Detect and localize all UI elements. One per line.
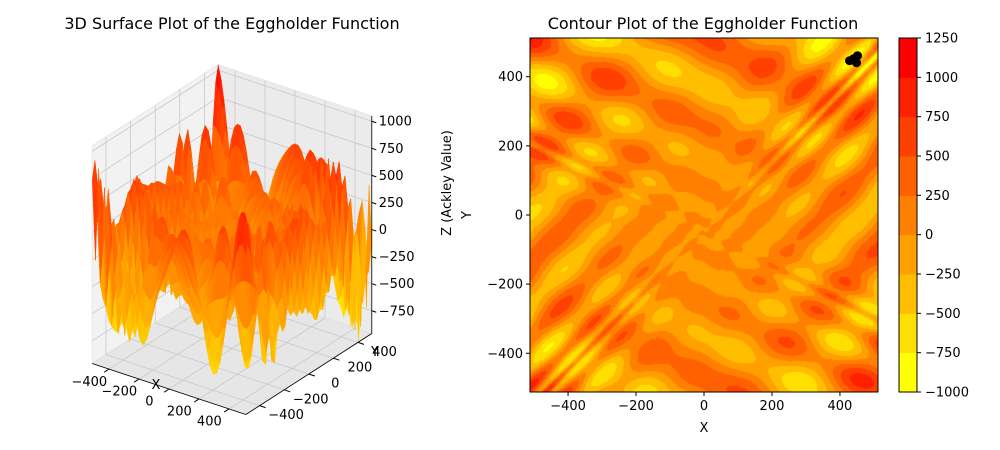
contour-y-tick-label: −200 <box>487 278 523 293</box>
contour-plot-title: Contour Plot of the Eggholder Function <box>548 14 859 33</box>
surface-z-tick-label: −500 <box>379 277 415 292</box>
contour-x-axis-label: X <box>700 421 709 436</box>
colorbar-band <box>899 116 917 157</box>
contour-y-tick-label: −400 <box>487 347 523 362</box>
surface-x-tick-label: 400 <box>197 415 222 430</box>
contour-filled-image <box>530 38 878 392</box>
surface-grid-line <box>218 96 372 149</box>
contour-marker-point <box>852 58 862 68</box>
surface-grid-line <box>130 338 285 391</box>
contour-x-tick-label: 200 <box>760 399 785 414</box>
surface-z-tick-label: 500 <box>379 169 404 184</box>
surface-y-axis-label: Y <box>370 345 379 360</box>
colorbar-tick-label: 750 <box>925 110 950 125</box>
contour-plot-panel: Contour Plot of the Eggholder Function −… <box>460 14 879 436</box>
surface-z-tick-label: −750 <box>379 304 415 319</box>
surface-z-tick-label: 1000 <box>379 115 412 130</box>
colorbar-band <box>899 77 917 118</box>
colorbar-frame <box>898 37 918 393</box>
contour-y-tick-label: 0 <box>515 209 523 224</box>
surface-z-tick <box>371 174 377 178</box>
surface-z-tick <box>371 283 377 286</box>
surface-z-tick <box>371 256 377 259</box>
surface-x-tick-label: 200 <box>167 405 192 420</box>
contour-x-tick-label: 400 <box>828 399 853 414</box>
surface-z-tick-label: −250 <box>379 250 415 265</box>
contour-marker-point <box>853 51 863 61</box>
colorbar-tick-label: 1250 <box>925 32 958 47</box>
surface-x-tick-label: 0 <box>145 395 153 410</box>
surface-x-axis-label: X <box>152 378 161 393</box>
colorbar-band <box>899 274 917 314</box>
surface-grid-line <box>218 69 372 122</box>
surface-x-tick <box>193 398 200 403</box>
surface-z-tick <box>371 310 377 313</box>
surface-grid-line <box>92 69 219 152</box>
colorbar-band <box>899 352 917 393</box>
surface-z-tick-label: 250 <box>379 196 404 211</box>
surface-x-tick <box>223 408 230 413</box>
colorbar-band <box>899 195 917 236</box>
contour-marker-point <box>845 56 855 66</box>
surface-plot-panel: 3D Surface Plot of the Eggholder Functio… <box>64 14 455 430</box>
surface-y-tick-label: 200 <box>347 361 372 376</box>
colorbar: −1000 −750 −500 −250 0 250 500 750 1000 1250 <box>898 32 969 401</box>
surface-z-tick-label: 0 <box>379 223 387 238</box>
surface-patch <box>242 219 249 255</box>
surface-z-tick-label: 750 <box>379 142 404 157</box>
colorbar-band <box>899 313 917 354</box>
surface-z-tick <box>371 147 377 151</box>
contour-y-tick-label: 200 <box>498 139 523 154</box>
colorbar-ticks: −1000 −750 −500 −250 0 250 500 750 1000 1250 <box>917 32 969 401</box>
colorbar-tick-label: −750 <box>925 346 961 361</box>
colorbar-bands <box>899 38 917 393</box>
surface-grid-line <box>105 354 260 407</box>
contour-y-tick-label: 400 <box>498 70 523 85</box>
surface-x-tick-label: −400 <box>71 375 107 390</box>
surface-y-tick-label: −400 <box>268 408 304 423</box>
surface-y-tick <box>308 373 315 377</box>
surface-y-tick-label: −200 <box>293 392 329 407</box>
surface-grid-line <box>92 124 219 206</box>
surface-grid-line <box>155 322 309 375</box>
colorbar-tick-label: 250 <box>925 189 950 204</box>
colorbar-tick-label: 0 <box>925 228 933 243</box>
contour-x-tick-label: 0 <box>700 399 708 414</box>
contour-y-axis-label: Y <box>460 211 475 220</box>
colorbar-tick-label: 500 <box>925 150 950 165</box>
surface-x-tick <box>103 368 110 373</box>
colorbar-band <box>899 156 917 196</box>
surface-x-tick-label: −200 <box>101 385 137 400</box>
contour-filled-regions <box>530 38 878 392</box>
contour-plot-ticks: −400 −200 0 200 400 −400 −200 0 200 400 <box>487 70 852 414</box>
contour-marker-layer <box>845 51 863 68</box>
colorbar-band <box>899 234 917 275</box>
colorbar-tick-label: 1000 <box>925 71 958 86</box>
colorbar-band <box>899 38 917 78</box>
surface-mesh <box>92 64 372 375</box>
surface-y-tick-label: 400 <box>372 345 397 360</box>
surface-y-tick <box>357 341 365 345</box>
surface-z-axis-label: Z (Ackley Value) <box>440 130 455 236</box>
surface-z-tick <box>371 229 377 232</box>
surface-y-tick-label: 0 <box>331 376 339 391</box>
surface-plot-title: 3D Surface Plot of the Eggholder Functio… <box>64 14 399 33</box>
surface-y-tick <box>284 389 291 393</box>
surface-x-tick <box>163 388 170 393</box>
colorbar-tick-label: −250 <box>925 268 961 283</box>
contour-x-tick-label: −400 <box>550 399 586 414</box>
surface-y-tick <box>333 357 340 361</box>
surface-x-tick <box>133 378 140 383</box>
surface-y-tick <box>259 405 266 409</box>
contour-x-tick-label: −200 <box>618 399 654 414</box>
colorbar-tick-label: −1000 <box>925 386 969 401</box>
surface-grid-line <box>92 96 219 179</box>
colorbar-tick-label: −500 <box>925 307 961 322</box>
surface-z-tick <box>371 120 377 124</box>
surface-z-tick <box>371 201 377 205</box>
